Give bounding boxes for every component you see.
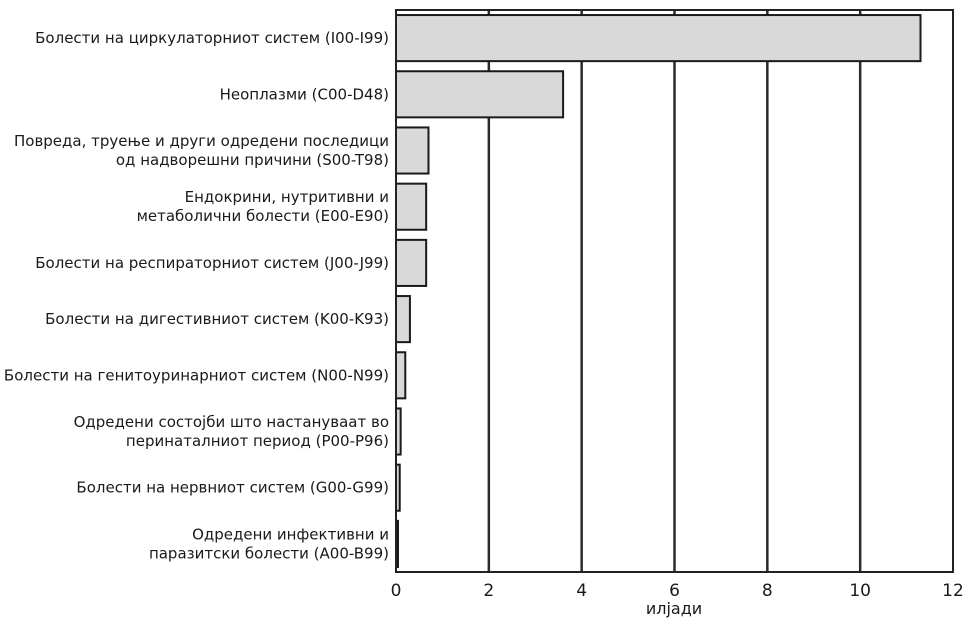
category-label: Болести на респираторниот систем (J00-J9… bbox=[35, 254, 389, 272]
category-label: Одредени инфективни и паразитски болести … bbox=[149, 525, 389, 562]
gridlines bbox=[487, 10, 862, 572]
category-label-line: од надворешни причини (S00-T98) bbox=[116, 151, 389, 169]
category-label: Болести на циркулаторниот систем (I00-I9… bbox=[35, 29, 389, 47]
category-label-line: Болести на дигестивниот систем (K00-K93) bbox=[45, 310, 389, 328]
x-tick-label: 6 bbox=[669, 581, 680, 601]
category-labels: Болести на циркулаторниот систем (I00-I9… bbox=[4, 29, 389, 562]
category-label-line: Одредени инфективни и bbox=[192, 525, 389, 543]
x-tick-label: 8 bbox=[762, 581, 773, 601]
bar bbox=[395, 126, 430, 175]
category-label-line: метаболични болести (E00-E90) bbox=[137, 207, 389, 225]
category-label-line: Болести на генитоуринарниот систем (N00-… bbox=[4, 366, 389, 384]
x-tick-labels: 0 2 4 6 8 10 12 bbox=[391, 581, 964, 601]
bar bbox=[395, 182, 428, 231]
category-label: Одредени состојби што настануваат во пери… bbox=[74, 413, 389, 450]
category-label-line: Болести на нервниот систем (G00-G99) bbox=[76, 479, 389, 497]
category-label: Повреда, труење и други одредени последи… bbox=[14, 132, 389, 169]
category-label-line: Одредени состојби што настануваат во bbox=[74, 413, 389, 431]
bar bbox=[395, 351, 407, 400]
bar bbox=[395, 238, 428, 287]
category-label-line: перинаталниот период (P00-P96) bbox=[126, 432, 389, 450]
category-label-line: Ендокрини, нутритивни и bbox=[185, 188, 389, 206]
x-tick-label: 12 bbox=[942, 581, 964, 601]
x-axis-label: илјади bbox=[646, 599, 702, 618]
category-label: Ендокрини, нутритивни и метаболични болес… bbox=[137, 188, 389, 225]
x-tick-label: 4 bbox=[576, 581, 587, 601]
x-tick-label: 0 bbox=[391, 581, 402, 601]
category-label-line: паразитски болести (A00-B99) bbox=[149, 544, 389, 562]
category-label: Болести на нервниот систем (G00-G99) bbox=[76, 479, 389, 497]
bar bbox=[395, 70, 565, 119]
category-label-line: Болести на респираторниот систем (J00-J9… bbox=[35, 254, 389, 272]
category-label-line: Болести на циркулаторниот систем (I00-I9… bbox=[35, 29, 389, 47]
bar bbox=[395, 295, 411, 344]
category-label: Болести на генитоуринарниот систем (N00-… bbox=[4, 366, 389, 384]
bar bbox=[395, 14, 922, 63]
x-tick-label: 2 bbox=[483, 581, 494, 601]
category-label-line: Повреда, труење и други одредени последи… bbox=[14, 132, 389, 150]
category-label-line: Неоплазми (C00-D48) bbox=[220, 85, 389, 103]
bars bbox=[395, 14, 922, 568]
plot-frame bbox=[395, 9, 954, 573]
x-tick-label: 10 bbox=[849, 581, 871, 601]
category-label: Болести на дигестивниот систем (K00-K93) bbox=[45, 310, 389, 328]
category-label: Неоплазми (C00-D48) bbox=[220, 85, 389, 103]
